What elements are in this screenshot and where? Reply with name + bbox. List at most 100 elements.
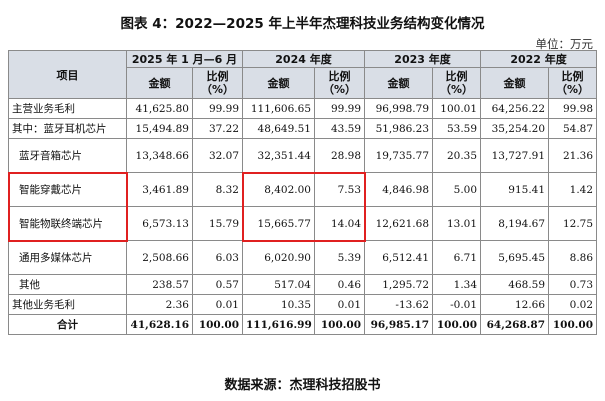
amount-cell: 13,348.66 (126, 138, 193, 173)
ratio-cell: 8.86 (548, 240, 598, 275)
ratio-cell: 21.36 (548, 138, 598, 173)
header-period: 2023 年度 (364, 50, 482, 68)
table-row: 蓝牙音箱芯片 13,348.66 32.07 32,351.44 28.98 19,735… (8, 138, 598, 173)
ratio-cell: 0.73 (548, 274, 598, 295)
ratio-cell: 13.01 (432, 206, 482, 241)
ratio-cell: 37.22 (192, 118, 243, 139)
header-amount: 金额 (364, 67, 434, 99)
amount-cell: 35,254.20 (480, 118, 550, 139)
table-body: 主营业务毛利 41,625.80 99.99 111,606.65 99.99 96,99… (8, 98, 598, 335)
ratio-cell: 99.99 (192, 98, 243, 119)
row-label: 其他业务毛利 (8, 294, 127, 315)
amount-cell: 96,985.17 (364, 314, 434, 335)
amount-cell: -13.62 (364, 294, 434, 315)
ratio-cell: 100.00 (548, 314, 598, 335)
amount-cell: 3,461.89 (126, 172, 193, 207)
amount-cell: 64,268.87 (480, 314, 550, 335)
ratio-cell: 0.57 (192, 274, 243, 295)
row-label: 合计 (8, 314, 127, 335)
table-row: 主营业务毛利 41,625.80 99.99 111,606.65 99.99 96,99… (8, 98, 598, 119)
table-row: 智能物联终端芯片 6,573.13 15.79 15,665.77 14.04 12,62… (8, 206, 598, 241)
amount-cell: 1,295.72 (364, 274, 434, 295)
ratio-cell: 12.75 (548, 206, 598, 241)
ratio-cell: 14.04 (313, 206, 366, 241)
ratio-cell: 28.98 (313, 138, 366, 173)
ratio-cell: 8.32 (192, 172, 243, 207)
ratio-cell: -0.01 (432, 294, 482, 315)
amount-cell: 517.04 (242, 274, 315, 295)
header-item: 项目 (8, 50, 127, 99)
header-ratio: 比例（%） (313, 67, 366, 99)
header-period: 2022 年度 (480, 50, 598, 68)
ratio-cell: 20.35 (432, 138, 482, 173)
amount-cell: 32,351.44 (242, 138, 315, 173)
unit-label: 单位：万元 (535, 37, 594, 51)
amount-cell: 238.57 (126, 274, 193, 295)
amount-cell: 13,727.91 (480, 138, 550, 173)
amount-cell: 96,998.79 (364, 98, 434, 119)
data-source: 数据来源：杰理科技招股书 (224, 378, 381, 393)
ratio-cell: 1.34 (432, 274, 482, 295)
ratio-cell: 53.59 (432, 118, 482, 139)
amount-cell: 41,625.80 (126, 98, 193, 119)
amount-cell: 51,986.23 (364, 118, 434, 139)
header-row-periods: 项目 2025 年 1 月—6 月 2024 年度 2023 年度 2022 年… (8, 50, 598, 99)
ratio-cell: 0.01 (313, 294, 366, 315)
ratio-cell: 43.59 (313, 118, 366, 139)
header-amount: 金额 (480, 67, 550, 99)
ratio-cell: 0.46 (313, 274, 366, 295)
amount-cell: 2.36 (126, 294, 193, 315)
table-row: 合计 41,628.16 100.00 111,616.99 100.00 96,985.… (8, 314, 598, 335)
amount-cell: 2,508.66 (126, 240, 193, 275)
amount-cell: 12.66 (480, 294, 550, 315)
amount-cell: 41,628.16 (126, 314, 193, 335)
ratio-cell: 0.01 (192, 294, 243, 315)
row-label: 智能穿戴芯片 (8, 172, 127, 207)
header-ratio: 比例（%） (192, 67, 243, 99)
ratio-cell: 0.02 (548, 294, 598, 315)
ratio-cell: 32.07 (192, 138, 243, 173)
ratio-cell: 15.79 (192, 206, 243, 241)
business-structure-table: 项目 2025 年 1 月—6 月 2024 年度 2023 年度 2022 年… (8, 50, 598, 335)
amount-cell: 6,020.90 (242, 240, 315, 275)
ratio-cell: 99.98 (548, 98, 598, 119)
ratio-cell: 100.00 (192, 314, 243, 335)
amount-cell: 111,616.99 (242, 314, 315, 335)
row-label: 智能物联终端芯片 (8, 206, 127, 241)
header-row-columns: 金额 比例（%） 金额 比例（%） 金额 比例（%） 金额 比例（%） (9, 67, 598, 99)
header-ratio: 比例（%） (548, 67, 598, 99)
ratio-cell: 1.42 (548, 172, 598, 207)
table-row: 其他业务毛利 2.36 0.01 10.35 0.01 -13.62 -0.01 12.66 0… (8, 294, 598, 315)
ratio-cell: 99.99 (313, 98, 366, 119)
table-row: 其中：蓝牙耳机芯片 15,494.89 37.22 48,649.51 43.59 51,… (8, 118, 598, 139)
ratio-cell: 100.00 (313, 314, 366, 335)
table-row: 通用多媒体芯片 2,508.66 6.03 6,020.90 5.39 6,512.41 6… (8, 240, 598, 275)
header-period: 2025 年 1 月—6 月 (126, 50, 243, 68)
amount-cell: 4,846.98 (364, 172, 434, 207)
row-label: 蓝牙音箱芯片 (8, 138, 127, 173)
amount-cell: 15,665.77 (242, 206, 315, 241)
amount-cell: 10.35 (242, 294, 315, 315)
figure-title: 图表 4：2022—2025 年上半年杰理科技业务结构变化情况 (120, 16, 485, 32)
ratio-cell: 6.03 (192, 240, 243, 275)
amount-cell: 915.41 (480, 172, 550, 207)
amount-cell: 5,695.45 (480, 240, 550, 275)
table-row: 智能穿戴芯片 3,461.89 8.32 8,402.00 7.53 4,846.98 5.… (8, 172, 598, 207)
amount-cell: 19,735.77 (364, 138, 434, 173)
header-period: 2024 年度 (241, 50, 366, 68)
ratio-cell: 100.00 (432, 314, 482, 335)
amount-cell: 64,256.22 (480, 98, 550, 119)
header-amount: 金额 (126, 67, 193, 99)
amount-cell: 468.59 (480, 274, 550, 295)
ratio-cell: 5.39 (313, 240, 366, 275)
amount-cell: 15,494.89 (126, 118, 193, 139)
ratio-cell: 100.01 (432, 98, 482, 119)
table-row: 其他 238.57 0.57 517.04 0.46 1,295.72 1.34 468.59… (8, 274, 598, 295)
amount-cell: 48,649.51 (242, 118, 315, 139)
amount-cell: 6,573.13 (126, 206, 193, 241)
ratio-cell: 7.53 (313, 172, 366, 207)
row-label: 其中：蓝牙耳机芯片 (8, 118, 127, 139)
amount-cell: 111,606.65 (242, 98, 315, 119)
row-label: 主营业务毛利 (8, 98, 127, 119)
amount-cell: 6,512.41 (364, 240, 434, 275)
